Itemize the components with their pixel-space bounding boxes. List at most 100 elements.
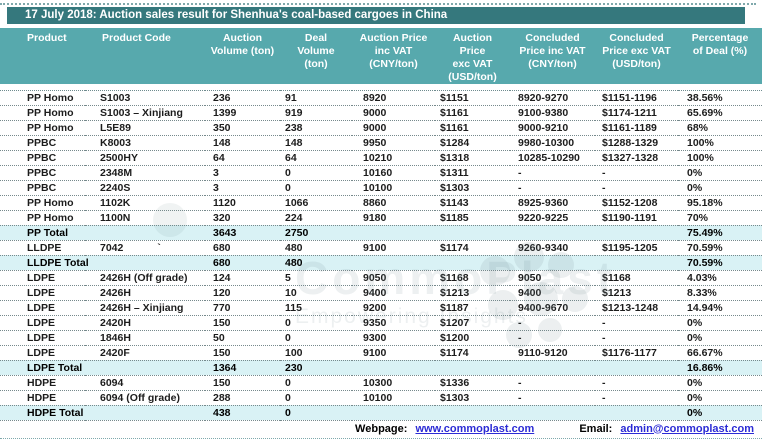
cell-price_exc: $1143 — [435, 195, 510, 211]
table-row: LDPE 2426H 120 10 9400 $1213 9400 $1213 8.33% — [0, 285, 762, 301]
stray-mark: ` — [157, 241, 161, 254]
table-row: PPBC 2348M 3 0 10160 $1311- -0% — [0, 165, 762, 181]
column-header: Auction Volume (ton) — [205, 28, 280, 84]
cell-pct: 70% — [678, 210, 762, 226]
cell-price_inc — [352, 405, 435, 421]
cell-pct: 68% — [678, 120, 762, 136]
cell-deal_vol: 919 — [280, 105, 352, 121]
top-dotted-divider — [0, 3, 756, 5]
cell-auction_vol: 3643 — [205, 225, 280, 241]
cell-concluded_inc — [510, 360, 595, 376]
cell-auction_vol: 1120 — [205, 195, 280, 211]
cell-auction_vol: 150 — [205, 345, 280, 361]
cell-deal_vol: 0 — [280, 390, 352, 406]
cell-auction_vol: 124 — [205, 270, 280, 286]
header-spacer — [0, 84, 762, 91]
cell-concluded_exc: $1176-1177 — [595, 345, 678, 361]
cell-auction_vol: 1364 — [205, 360, 280, 376]
cell-auction_vol: 150 — [205, 315, 280, 331]
cell-price_exc: $1168 — [435, 270, 510, 286]
cell-product: PPBC — [0, 165, 85, 181]
cell-price_inc: 9350 — [352, 315, 435, 331]
table-body: PP Homo S1003 236 91 8920 $1151 8920-9270 $1151… — [0, 90, 762, 421]
cell-auction_vol: 680 — [205, 240, 280, 256]
cell-product: PP Homo — [0, 90, 85, 106]
cell-pct: 0% — [678, 390, 762, 406]
cell-price_exc: $1303 — [435, 390, 510, 406]
cell-concluded_exc: $1213 — [595, 285, 678, 301]
cell-pct: 8.33% — [678, 285, 762, 301]
cell-pct: 16.86% — [678, 360, 762, 376]
cell-pct: 0% — [678, 375, 762, 391]
cell-concluded_inc: 8925-9360 — [510, 195, 595, 211]
report-title: 17 July 2018: Auction sales result for S… — [25, 9, 448, 21]
cell-concluded_inc: 9400-9670 — [510, 300, 595, 316]
cell-pct: 100% — [678, 135, 762, 151]
cell-product: LDPE — [0, 315, 85, 331]
cell-concluded_inc: 9400 — [510, 285, 595, 301]
cell-concluded_exc: $1151-1196 — [595, 90, 678, 106]
cell-deal_vol: 148 — [280, 135, 352, 151]
cell-code: 2348M — [85, 165, 205, 181]
cell-price_exc: $1284 — [435, 135, 510, 151]
cell-price_inc: 9950 — [352, 135, 435, 151]
email-link[interactable]: admin@commoplast.com — [620, 422, 754, 435]
cell-product: LDPE — [0, 270, 85, 286]
cell-pct: 0% — [678, 405, 762, 421]
cell-concluded_exc: $1190-1191 — [595, 210, 678, 226]
cell-concluded_exc: - — [595, 180, 678, 196]
cell-price_inc: 9180 — [352, 210, 435, 226]
cell-auction_vol: 288 — [205, 390, 280, 406]
cell-price_inc — [352, 225, 435, 241]
cell-deal_vol: 2750 — [280, 225, 352, 241]
cell-product: PP Homo — [0, 120, 85, 136]
cell-price_exc: $1187 — [435, 300, 510, 316]
cell-code: 1100N — [85, 210, 205, 226]
cell-price_exc: $1318 — [435, 150, 510, 166]
table-row: PP Homo 1100N 320 224 9180 $1185 9220-9225 $119… — [0, 210, 762, 226]
total-row: LDPE Total 1364 230 16.86% — [0, 360, 762, 376]
column-header: Concluded Price exc VAT (USD/ton) — [595, 28, 678, 84]
cell-concluded_inc — [510, 405, 595, 421]
cell-concluded_inc: 9100-9380 — [510, 105, 595, 121]
cell-product: LDPE Total — [0, 360, 85, 376]
cell-auction_vol: 3 — [205, 180, 280, 196]
cell-concluded_inc — [510, 255, 595, 271]
cell-product: PP Total — [0, 225, 85, 241]
cell-concluded_exc — [595, 405, 678, 421]
cell-price_inc: 10100 — [352, 390, 435, 406]
webpage-link[interactable]: www.commoplast.com — [415, 422, 535, 435]
cell-deal_vol: 0 — [280, 180, 352, 196]
cell-code: 7042 ` — [85, 240, 205, 256]
cell-product: PPBC — [0, 150, 85, 166]
column-header: Deal Volume (ton) — [280, 28, 352, 84]
footer: Webpage: www.commoplast.com Email: admin… — [0, 421, 762, 439]
cell-price_exc: $1161 — [435, 120, 510, 136]
cell-deal_vol: 115 — [280, 300, 352, 316]
cell-code: 6094 — [85, 375, 205, 391]
cell-pct: 70.59% — [678, 240, 762, 256]
cell-price_exc: $1174 — [435, 240, 510, 256]
cell-code: 1846H — [85, 330, 205, 346]
cell-product: LDPE — [0, 300, 85, 316]
cell-price_exc: $1161 — [435, 105, 510, 121]
cell-code: 2426H (Off grade) — [85, 270, 205, 286]
column-header: Auction Price inc VAT (CNY/ton) — [352, 28, 435, 84]
cell-auction_vol: 64 — [205, 150, 280, 166]
cell-concluded_exc: - — [595, 375, 678, 391]
cell-concluded_exc — [595, 255, 678, 271]
cell-product: LDPE — [0, 330, 85, 346]
cell-deal_vol: 230 — [280, 360, 352, 376]
cell-code — [85, 360, 205, 376]
cell-price_inc: 10100 — [352, 180, 435, 196]
cell-concluded_exc: $1174-1211 — [595, 105, 678, 121]
cell-auction_vol: 438 — [205, 405, 280, 421]
report-title-bar: 17 July 2018: Auction sales result for S… — [7, 7, 745, 24]
cell-concluded_exc: $1327-1328 — [595, 150, 678, 166]
total-row: LLDPE Total 680 480 70.59% — [0, 255, 762, 271]
cell-product: LDPE — [0, 285, 85, 301]
table-row: HDPE 6094 150 0 10300 $1336- -0% — [0, 375, 762, 391]
table-row: PP Homo S1003 236 91 8920 $1151 8920-9270 $1151… — [0, 90, 762, 106]
cell-concluded_inc: - — [510, 375, 595, 391]
email-label: Email: — [579, 422, 613, 435]
